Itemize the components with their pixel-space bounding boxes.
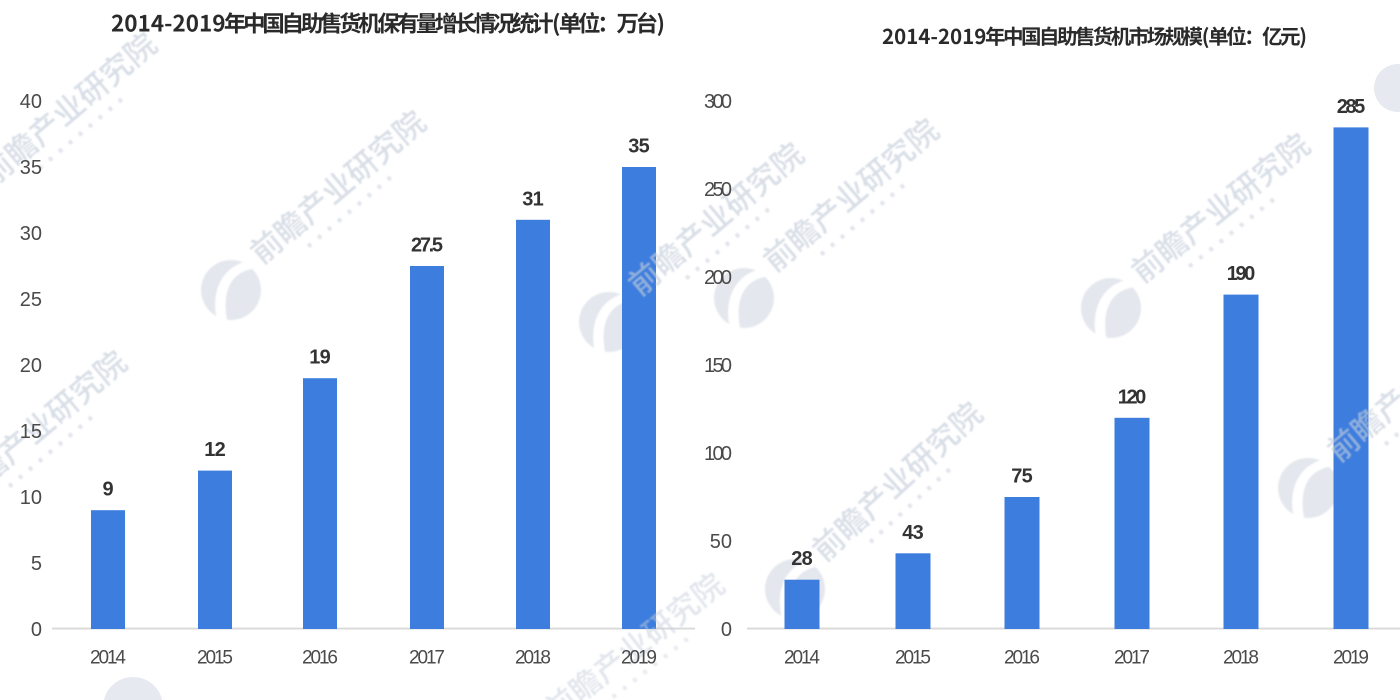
svg-text:150: 150 xyxy=(704,355,732,377)
svg-text:19: 19 xyxy=(309,347,331,369)
svg-text:2018: 2018 xyxy=(1223,648,1259,669)
svg-text:2018: 2018 xyxy=(515,648,551,669)
svg-text:2019: 2019 xyxy=(1333,648,1369,669)
svg-text:50: 50 xyxy=(710,531,732,553)
svg-text:12: 12 xyxy=(204,439,226,461)
svg-text:9: 9 xyxy=(102,479,113,501)
svg-text:20: 20 xyxy=(20,355,42,377)
svg-text:2016: 2016 xyxy=(1004,648,1040,669)
svg-text:100: 100 xyxy=(704,443,732,465)
svg-text:300: 300 xyxy=(704,91,732,113)
svg-text:2014: 2014 xyxy=(90,648,126,669)
svg-text:15: 15 xyxy=(20,421,42,443)
svg-text:2014: 2014 xyxy=(784,648,820,669)
svg-text:0: 0 xyxy=(721,619,732,641)
svg-text:285: 285 xyxy=(1337,96,1366,118)
svg-text:120: 120 xyxy=(1118,386,1147,408)
svg-text:2019: 2019 xyxy=(621,648,657,669)
svg-text:2017: 2017 xyxy=(1114,648,1150,669)
svg-text:35: 35 xyxy=(628,136,650,158)
svg-text:43: 43 xyxy=(902,522,924,544)
svg-text:35: 35 xyxy=(20,157,42,179)
svg-text:25: 25 xyxy=(20,289,42,311)
svg-text:0: 0 xyxy=(31,619,42,641)
svg-text:2015: 2015 xyxy=(895,648,931,669)
svg-text:10: 10 xyxy=(20,487,42,509)
svg-text:40: 40 xyxy=(20,91,42,113)
svg-text:2016: 2016 xyxy=(302,648,338,669)
svg-text:27.5: 27.5 xyxy=(411,235,443,257)
svg-text:2017: 2017 xyxy=(409,648,445,669)
svg-text:190: 190 xyxy=(1227,263,1256,285)
svg-text:2015: 2015 xyxy=(197,648,233,669)
svg-text:28: 28 xyxy=(791,548,813,570)
svg-text:200: 200 xyxy=(704,267,732,289)
svg-text:75: 75 xyxy=(1011,466,1033,488)
svg-text:250: 250 xyxy=(704,179,732,201)
svg-text:5: 5 xyxy=(31,553,42,575)
svg-text:31: 31 xyxy=(522,188,544,210)
svg-text:30: 30 xyxy=(20,223,42,245)
